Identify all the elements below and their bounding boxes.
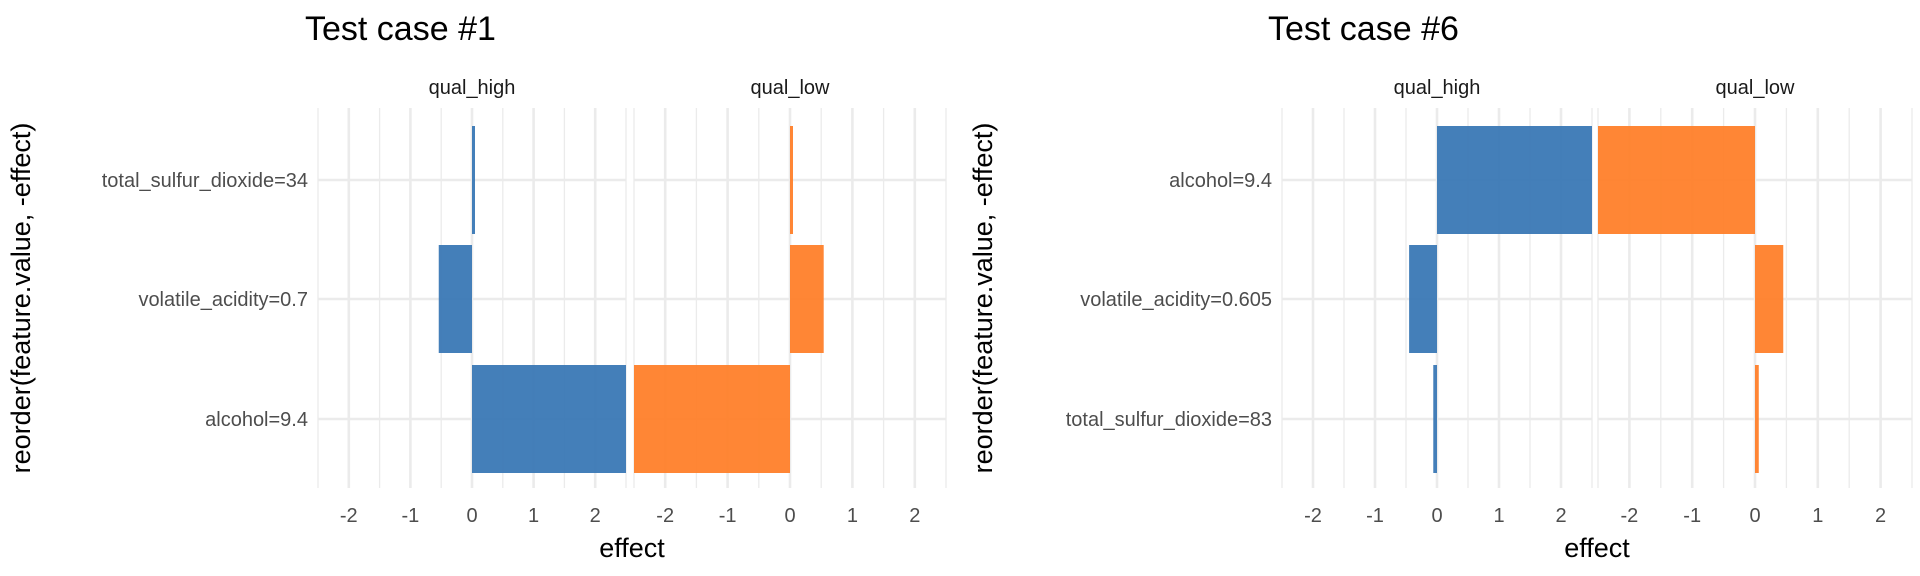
x-tick-label: 0 — [1749, 505, 1760, 527]
x-tick-label: -1 — [1683, 505, 1701, 527]
x-tick-label: 1 — [1493, 505, 1504, 527]
facet-qual_low: qual_low -2 -1 0 1 2 — [633, 77, 947, 527]
facet-strip-label: qual_low — [751, 77, 831, 99]
bar-qual_low — [1598, 126, 1755, 234]
bar-qual_high — [1409, 245, 1437, 353]
y-axis-title: reorder(feature.value, -effect) — [968, 123, 998, 474]
x-tick-label: -2 — [1304, 505, 1322, 527]
bar-qual_low — [790, 245, 824, 353]
bar-qual_low — [790, 126, 793, 234]
x-tick-label: -2 — [1621, 505, 1639, 527]
x-tick-label: 2 — [909, 505, 920, 527]
facet-qual_low: qual_low -2 -1 0 1 2 — [1597, 77, 1913, 527]
x-tick-label: -1 — [402, 505, 420, 527]
bar-qual_low — [1755, 245, 1784, 353]
bar-qual_high — [472, 126, 475, 234]
bar-qual_low — [1755, 365, 1759, 473]
bar-qual_high — [1433, 365, 1437, 473]
x-tick-label: 1 — [847, 505, 858, 527]
chart-2: Test case #6 reorder(feature.value, -effe… — [968, 10, 1913, 563]
chart-1: Test case #1 reorder(feature.value, -effe… — [6, 10, 947, 563]
x-tick-label: 2 — [1555, 505, 1566, 527]
x-axis-title: effect — [599, 533, 665, 563]
x-tick-label: 0 — [466, 505, 477, 527]
facet-qual_high: qual_high -2 -1 0 1 2 — [1281, 77, 1593, 527]
x-tick-label: -2 — [340, 505, 358, 527]
y-tick-label: alcohol=9.4 — [1169, 170, 1272, 192]
bar-qual_low — [634, 365, 790, 473]
y-tick-label: volatile_acidity=0.605 — [1080, 289, 1272, 311]
x-tick-label: -1 — [1366, 505, 1384, 527]
x-tick-label: -2 — [656, 505, 674, 527]
chart-title: Test case #1 — [305, 10, 496, 48]
chart-title: Test case #6 — [1268, 10, 1459, 48]
facet-strip-label: qual_high — [1394, 77, 1481, 99]
x-axis-title: effect — [1564, 533, 1630, 563]
y-tick-label: volatile_acidity=0.7 — [138, 289, 308, 311]
x-tick-label: 0 — [784, 505, 795, 527]
y-tick-label: alcohol=9.4 — [205, 409, 308, 431]
x-tick-label: 1 — [528, 505, 539, 527]
y-axis-title: reorder(feature.value, -effect) — [6, 123, 36, 474]
x-tick-label: 1 — [1812, 505, 1823, 527]
x-tick-label: 2 — [1875, 505, 1886, 527]
facet-strip-label: qual_high — [429, 77, 516, 99]
x-tick-label: 2 — [590, 505, 601, 527]
y-tick-label: total_sulfur_dioxide=83 — [1066, 409, 1272, 431]
facet-strip-label: qual_low — [1716, 77, 1796, 99]
bar-qual_high — [438, 245, 472, 353]
y-tick-label: total_sulfur_dioxide=34 — [102, 170, 308, 192]
bar-qual_high — [1437, 126, 1592, 234]
bar-qual_high — [472, 365, 626, 473]
x-tick-label: -1 — [719, 505, 737, 527]
facet-qual_high: qual_high -2 -1 0 1 2 — [317, 77, 627, 527]
x-tick-label: 0 — [1431, 505, 1442, 527]
